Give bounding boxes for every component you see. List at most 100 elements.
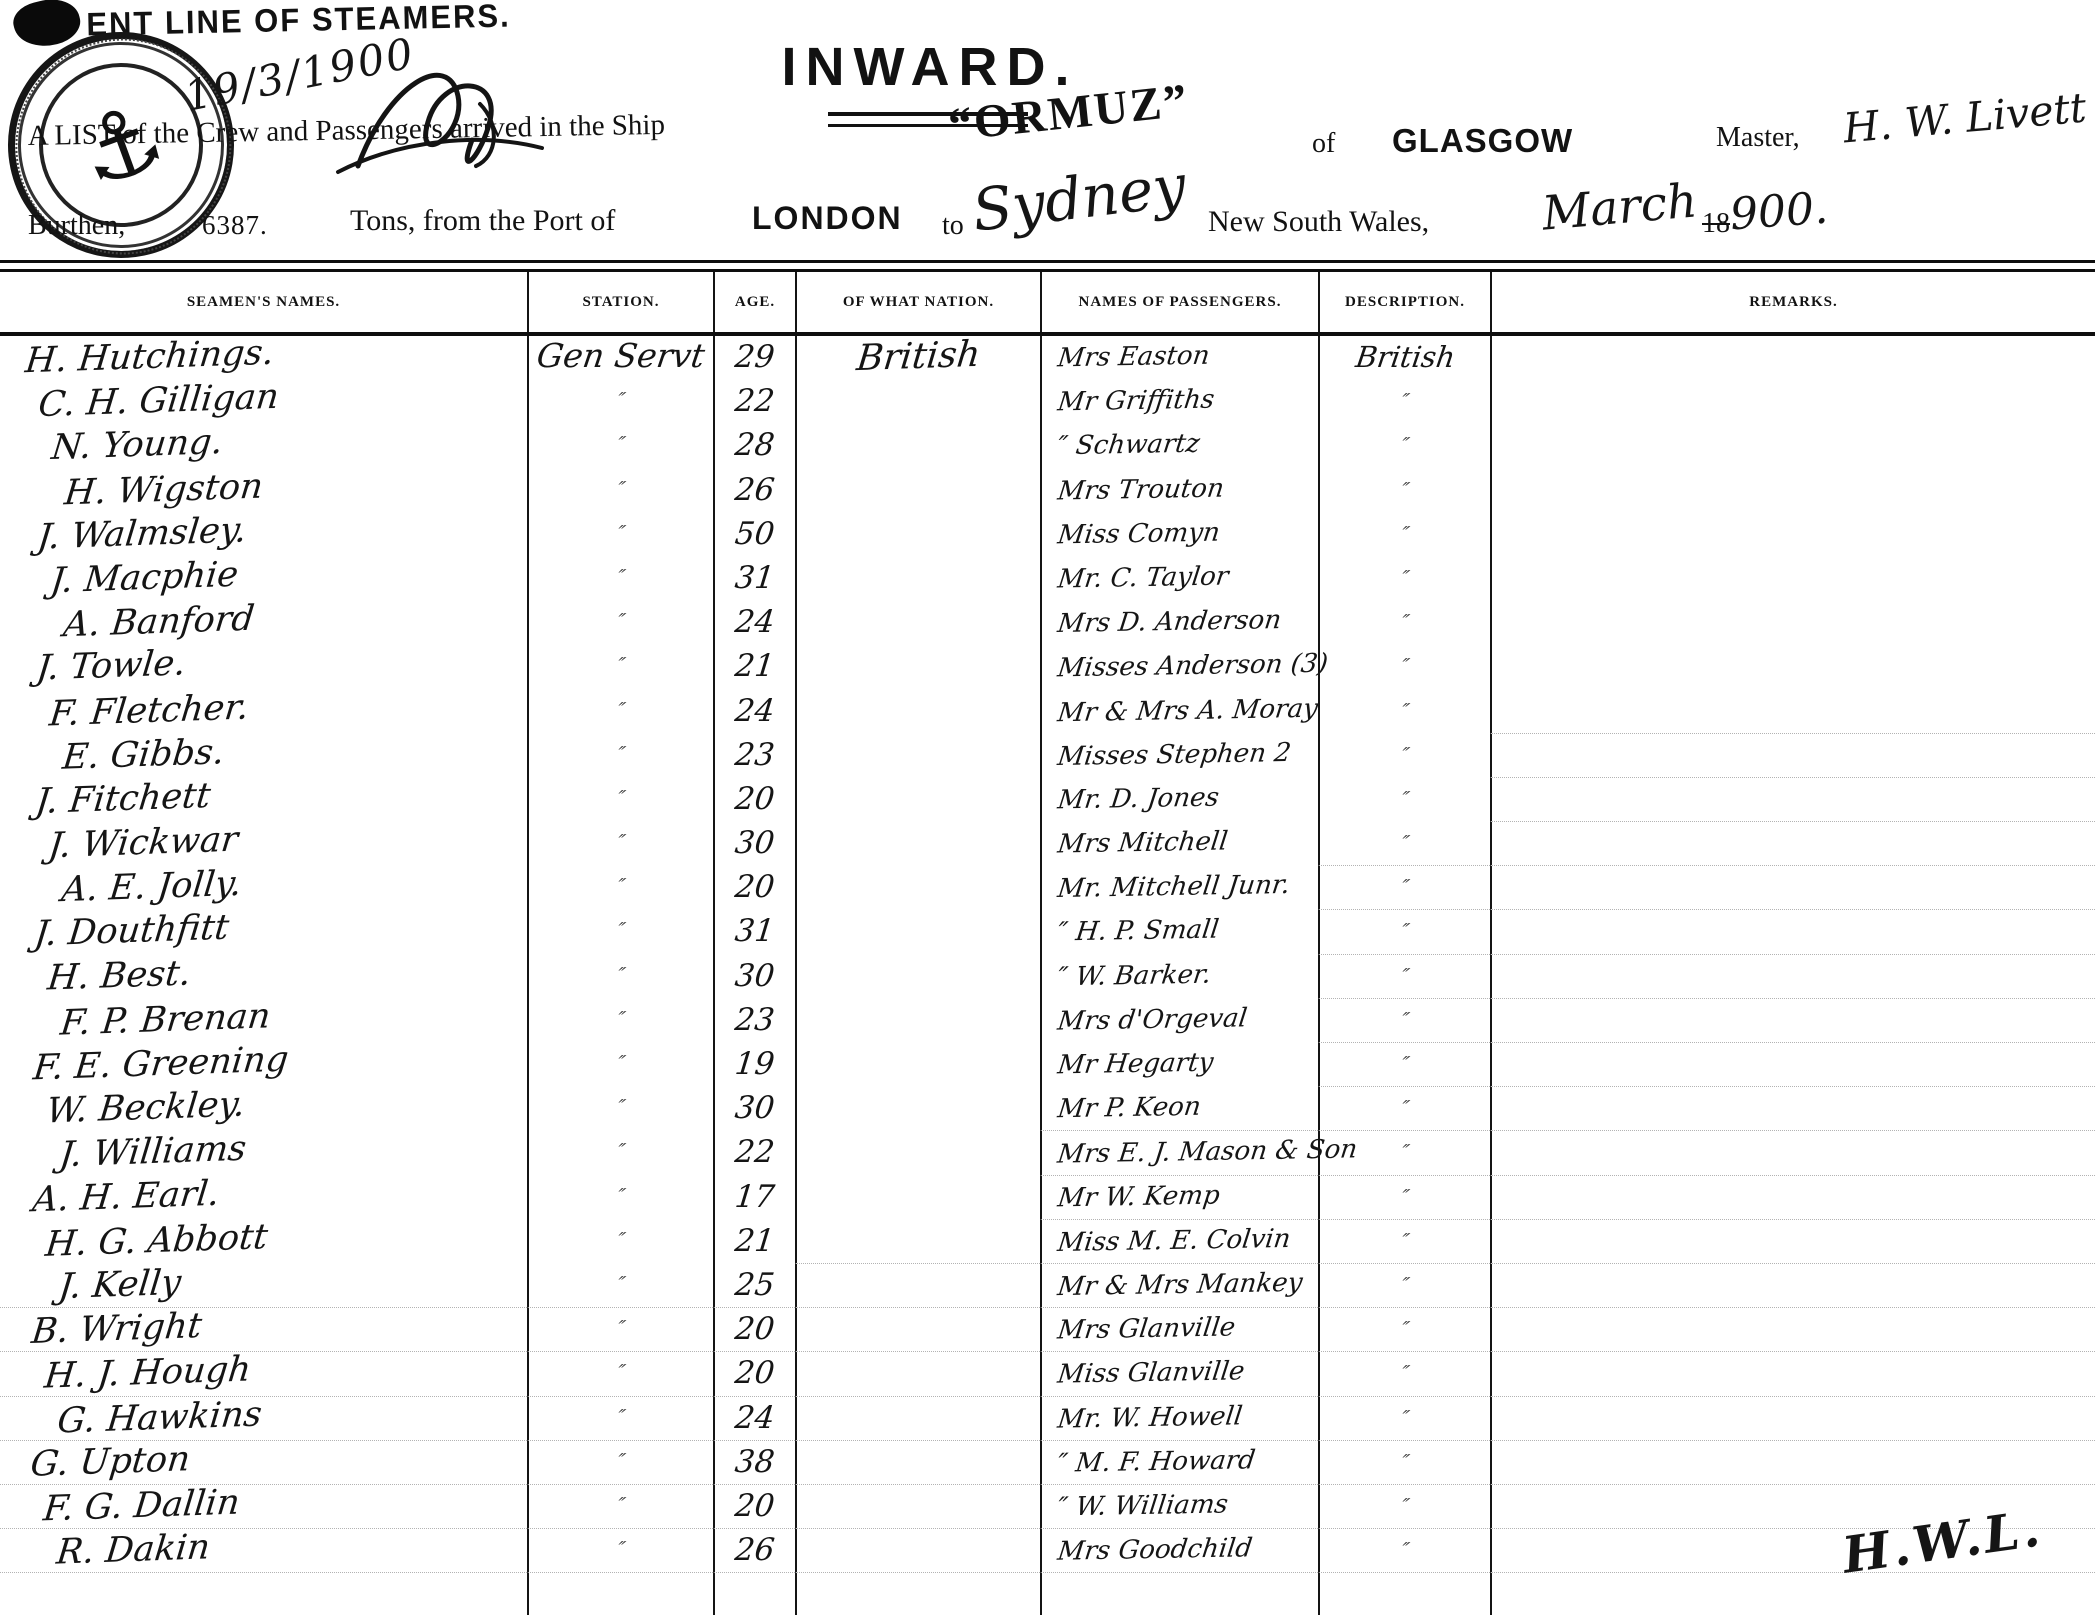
- description-cell: ″: [1318, 1352, 1490, 1397]
- passenger-name-cell: Mr. D. Jones: [1040, 777, 1318, 823]
- description-cell: ″: [1318, 998, 1490, 1043]
- seaman-name-cell: E. Gibbs.: [60, 731, 227, 778]
- station-cell: ″: [527, 1440, 713, 1485]
- station-cell: ″: [527, 954, 713, 999]
- seaman-name-cell: A. E. Jolly.: [59, 864, 244, 911]
- station-cell: ″: [527, 866, 713, 911]
- description-cell: ″: [1318, 601, 1490, 646]
- nation-cell: [795, 1263, 1040, 1309]
- age-cell: 21: [713, 1219, 795, 1264]
- handwritten-month: March: [1539, 173, 1700, 242]
- age-cell: 19: [713, 1043, 795, 1088]
- remarks-cell: [1490, 1131, 2095, 1176]
- nation-cell: [795, 998, 1040, 1043]
- seaman-name-cell: G. Hawkins: [0, 1394, 527, 1441]
- description-cell: ″: [1318, 1219, 1490, 1264]
- station-cell: ″: [527, 1263, 713, 1309]
- remarks-cell: [1490, 424, 2095, 469]
- handwritten-master-name: H. W. Livett: [1841, 83, 2089, 153]
- master-label: Master,: [1716, 122, 1800, 153]
- description-cell: ″: [1318, 468, 1490, 513]
- seaman-name-cell: J. Douthfitt: [32, 908, 231, 955]
- passenger-name-cell: ″ Schwartz: [1040, 424, 1318, 469]
- nation-cell: [795, 777, 1040, 823]
- passenger-name-cell: Mr P. Keon: [1040, 1087, 1318, 1132]
- description-cell: ″: [1318, 1529, 1490, 1574]
- remarks-cell: [1490, 380, 2095, 425]
- station-cell: ″: [527, 380, 713, 425]
- passenger-name-cell: Mrs Trouton: [1040, 468, 1318, 513]
- seaman-name-cell: A. H. Earl.: [30, 1173, 222, 1220]
- handwritten-destination: Sydney: [968, 151, 1190, 245]
- handwritten-initials-flourish: [336, 72, 544, 174]
- description-cell: ″: [1318, 512, 1490, 557]
- seaman-name-cell: H. Best.: [45, 953, 193, 999]
- remarks-cell: [1490, 645, 2095, 690]
- age-cell: 23: [713, 998, 795, 1043]
- passenger-name-cell: Mr & Mrs A. Moray: [1040, 689, 1320, 734]
- passenger-name-cell: Mrs d'Orgeval: [1040, 998, 1318, 1043]
- description-cell: ″: [1318, 1484, 1490, 1530]
- age-cell: 24: [713, 689, 795, 734]
- empty-filler-cell: [1040, 1573, 1318, 1615]
- age-cell: 21: [713, 645, 795, 690]
- description-cell: ″: [1318, 733, 1490, 778]
- remarks-cell: [1490, 866, 2095, 911]
- description-cell: ″: [1318, 1131, 1490, 1176]
- remarks-cell: [1490, 1219, 2095, 1264]
- age-cell: 20: [713, 1308, 795, 1353]
- station-cell: ″: [527, 998, 713, 1043]
- station-cell: ″: [527, 1529, 713, 1574]
- seaman-name-cell: J. Kelly: [0, 1263, 527, 1309]
- description-cell: ″: [1318, 910, 1490, 955]
- nation-cell: [795, 822, 1040, 867]
- description-cell: ″: [1318, 645, 1490, 690]
- age-cell: 20: [713, 777, 795, 823]
- seaman-name-cell: H. G. Abbott: [43, 1216, 270, 1265]
- passenger-name-cell: ″ W. Barker.: [1040, 954, 1318, 999]
- station-cell: ″: [527, 777, 713, 823]
- nation-cell: [795, 689, 1040, 734]
- seaman-name-cell: H. J. Hough: [0, 1350, 527, 1397]
- remarks-cell: [1490, 777, 2095, 823]
- age-cell: 50: [713, 512, 795, 557]
- seaman-name-cell: A. Banford: [61, 598, 257, 646]
- nation-cell: [795, 954, 1040, 999]
- empty-filler-cell: [0, 1573, 527, 1615]
- seaman-name-cell: J. Williams: [57, 1129, 249, 1176]
- age-cell: 31: [713, 910, 795, 955]
- station-cell: ″: [527, 645, 713, 690]
- seaman-name-cell: W. Beckley.: [44, 1084, 248, 1132]
- column-header: DESCRIPTION.: [1318, 272, 1490, 332]
- age-cell: 23: [713, 733, 795, 778]
- passenger-name-cell: Mrs Glanville: [1040, 1308, 1318, 1353]
- age-cell: 20: [713, 866, 795, 911]
- nation-cell: [795, 645, 1040, 690]
- passenger-name-cell: Mrs D. Anderson: [1040, 601, 1318, 646]
- station-cell: ″: [527, 512, 713, 557]
- to-label: to: [942, 210, 964, 241]
- seaman-name-cell: H. Hutchings.: [23, 332, 276, 382]
- port-of-registry: GLASGOW: [1392, 122, 1574, 159]
- station-cell: ″: [527, 556, 713, 602]
- column-header: AGE.: [713, 272, 795, 332]
- remarks-cell: [1490, 1308, 2095, 1353]
- seaman-name-cell: B. Wright: [0, 1306, 527, 1353]
- remarks-cell: [1490, 468, 2095, 513]
- burthen-label: Burthen,: [28, 210, 126, 241]
- age-cell: 28: [713, 424, 795, 469]
- passenger-name-cell: Miss Comyn: [1040, 512, 1318, 557]
- empty-filler-cell: [1318, 1573, 1490, 1615]
- passenger-name-cell: Mr. W. Howell: [1040, 1396, 1318, 1441]
- passenger-name-cell: ″ H. P. Small: [1040, 910, 1318, 955]
- age-cell: 20: [713, 1352, 795, 1397]
- passenger-name-cell: Mr Griffiths: [1040, 380, 1318, 425]
- remarks-cell: [1490, 1352, 2095, 1397]
- passenger-name-cell: Mrs Mitchell: [1040, 822, 1318, 867]
- description-cell: ″: [1318, 1087, 1490, 1132]
- station-cell: ″: [527, 1396, 713, 1441]
- description-cell: ″: [1318, 777, 1490, 823]
- nation-cell: [795, 1131, 1040, 1176]
- remarks-cell: [1490, 1484, 2095, 1530]
